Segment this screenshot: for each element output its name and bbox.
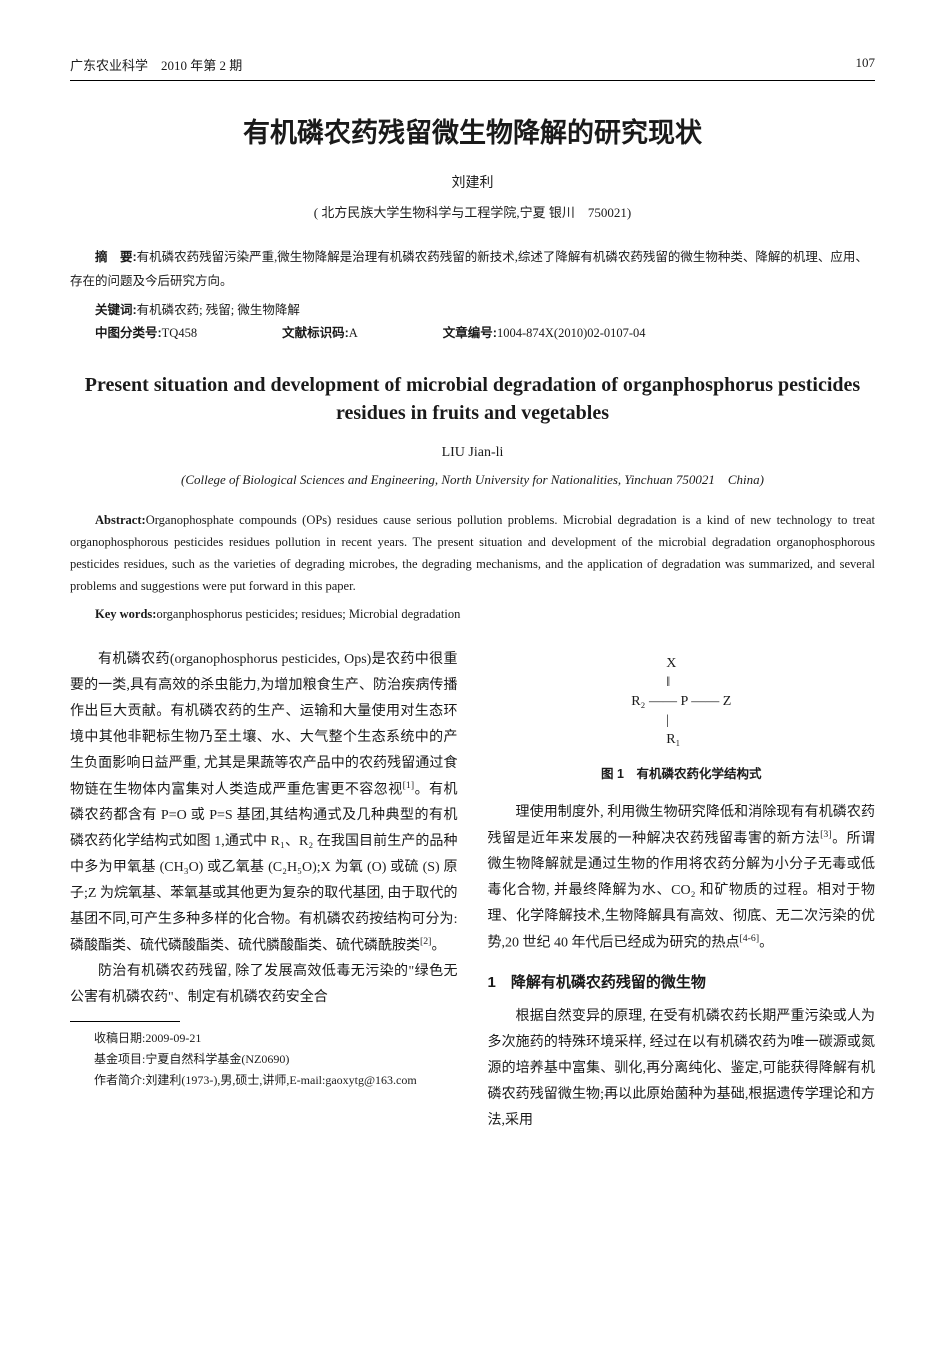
classification-row: 中图分类号:TQ458 文献标识码:A 文章编号:1004-874X(2010)… (70, 322, 875, 346)
abstract-chinese: 摘 要:有机磷农药残留污染严重,微生物降解是治理有机磷农药残留的新技术,综述了降… (70, 246, 875, 294)
title-chinese: 有机磷农药残留微生物降解的研究现状 (70, 111, 875, 150)
issue-info: 2010 年第 2 期 (161, 58, 242, 73)
affiliation-english: (College of Biological Sciences and Engi… (70, 469, 875, 488)
section-heading: 1 降解有机磷农药残留的微生物 (488, 969, 876, 997)
left-column: 有机磷农药(organophosphorus pesticides, Ops)是… (70, 647, 458, 1133)
affiliation-chinese: ( 北方民族大学生物科学与工程学院,宁夏 银川 750021) (70, 202, 875, 221)
citation: [2] (420, 936, 431, 947)
header-rule (70, 80, 875, 81)
article-id-label: 文章编号: (443, 326, 497, 340)
doc-code-label: 文献标识码: (282, 326, 349, 340)
figure-caption: 图 1 有机磷农药化学结构式 (488, 763, 876, 786)
body-paragraph: 有机磷农药(organophosphorus pesticides, Ops)是… (70, 647, 458, 959)
abstract-cn-text: 有机磷农药残留污染严重,微生物降解是治理有机磷农药残留的新技术,综述了降解有机磷… (70, 250, 868, 288)
doc-code-value: A (349, 326, 358, 340)
page-number: 107 (856, 55, 876, 74)
author-chinese: 刘建利 (70, 172, 875, 192)
citation: [1] (403, 780, 414, 791)
abstract-en-text: Organophosphate compounds (OPs) residues… (70, 513, 875, 593)
keywords-cn-text: 有机磷农药; 残留; 微生物降解 (137, 303, 300, 317)
footnote-fund: 基金项目:宁夏自然科学基金(NZ0690) (70, 1049, 458, 1070)
chemical-structure: X ‖ R₂ —— P —— Z | R₁ (631, 655, 731, 749)
keywords-chinese: 关键词:有机磷农药; 残留; 微生物降解 (70, 299, 875, 323)
citation: [3] (820, 829, 831, 840)
keywords-cn-label: 关键词: (95, 303, 137, 317)
keywords-en-label: Key words: (95, 607, 156, 621)
keywords-en-text: organphosphorus pesticides; residues; Mi… (156, 607, 460, 621)
body-paragraph: 理使用制度外, 利用微生物研究降低和消除现有有机磷农药残留是近年来发展的一种解决… (488, 800, 876, 957)
clc-label: 中图分类号: (95, 326, 162, 340)
right-column: X ‖ R₂ —— P —— Z | R₁ 图 1 有机磷农药化学结构式 理使用… (488, 647, 876, 1133)
body-paragraph: 根据自然变异的原理, 在受有机磷农药长期严重污染或人为多次施药的特殊环境采样, … (488, 1004, 876, 1133)
running-header: 广东农业科学 2010 年第 2 期 107 (70, 55, 875, 74)
journal-name: 广东农业科学 (70, 58, 148, 73)
body-columns: 有机磷农药(organophosphorus pesticides, Ops)是… (70, 647, 875, 1133)
title-english: Present situation and development of mic… (70, 371, 875, 427)
footnote-received: 收稿日期:2009-09-21 (70, 1028, 458, 1049)
keywords-english: Key words:organphosphorus pesticides; re… (70, 604, 875, 626)
footnote-separator (70, 1021, 180, 1022)
clc-value: TQ458 (162, 326, 197, 340)
citation: [4-6] (740, 933, 760, 944)
abstract-en-label: Abstract: (95, 513, 146, 527)
abstract-english: Abstract:Organophosphate compounds (OPs)… (70, 510, 875, 598)
author-english: LIU Jian-li (70, 445, 875, 461)
body-paragraph: 防治有机磷农药残留, 除了发展高效低毒无污染的"绿色无公害有机磷农药"、制定有机… (70, 959, 458, 1011)
figure-1: X ‖ R₂ —— P —— Z | R₁ 图 1 有机磷农药化学结构式 (488, 655, 876, 786)
article-id-value: 1004-874X(2010)02-0107-04 (497, 326, 646, 340)
footnote-bio: 作者简介:刘建利(1973-),男,硕士,讲师,E-mail:gaoxytg@1… (70, 1070, 458, 1091)
abstract-cn-label: 摘 要: (95, 250, 137, 264)
